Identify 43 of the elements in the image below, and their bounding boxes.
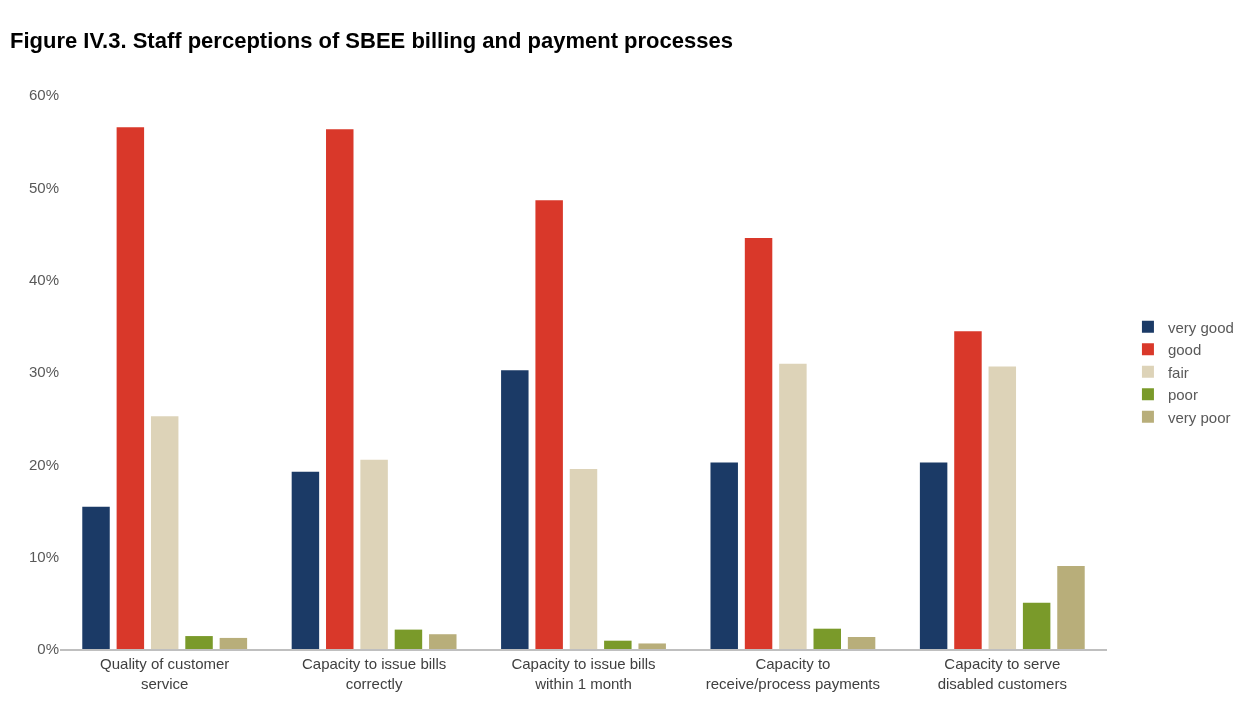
legend-label: very poor — [1167, 408, 1231, 426]
bar — [535, 200, 563, 649]
bar — [744, 238, 773, 649]
bar — [710, 462, 738, 649]
chart-title: Figure IV.3. Staff perceptions of SBEE billing and payment processes — [10, 27, 733, 53]
bar — [394, 629, 423, 649]
bar — [988, 366, 1017, 649]
x-tick-label: Capacity to receive/process payments — [705, 655, 881, 692]
bar — [954, 331, 982, 649]
bar — [185, 636, 213, 649]
legend-label: very good — [1167, 318, 1234, 336]
y-tick-label: 40% — [28, 270, 59, 288]
x-tick-label: Capacity to issue bills correctly — [301, 655, 447, 692]
bar — [360, 459, 388, 649]
y-tick-label: 30% — [28, 363, 59, 381]
bar — [779, 363, 807, 649]
bar — [326, 129, 354, 649]
bar — [82, 506, 110, 649]
legend-label: good — [1167, 341, 1202, 359]
bar — [919, 462, 948, 649]
bar — [813, 628, 841, 649]
y-tick-label: 0% — [37, 640, 59, 658]
bar — [291, 471, 320, 649]
bar — [501, 370, 529, 649]
x-tick-label: Capacity to serve disabled customers — [937, 655, 1067, 692]
bar — [116, 127, 145, 649]
bar — [150, 416, 179, 649]
bar — [569, 468, 598, 649]
x-tick-label: Quality of customer service — [100, 655, 230, 692]
legend-label: poor — [1167, 386, 1198, 404]
bar — [638, 643, 666, 649]
y-tick-label: 50% — [28, 178, 59, 196]
y-tick-label: 60% — [28, 86, 59, 104]
y-tick-label: 20% — [28, 455, 59, 473]
bar — [429, 634, 457, 649]
legend-label: fair — [1167, 363, 1189, 381]
x-tick-label: Capacity to issue bills within 1 month — [511, 655, 656, 692]
bar — [1057, 565, 1085, 649]
bar — [1022, 602, 1051, 649]
bar — [847, 637, 876, 649]
bar — [604, 640, 632, 649]
bar — [219, 637, 248, 649]
y-tick-label: 10% — [28, 547, 59, 565]
